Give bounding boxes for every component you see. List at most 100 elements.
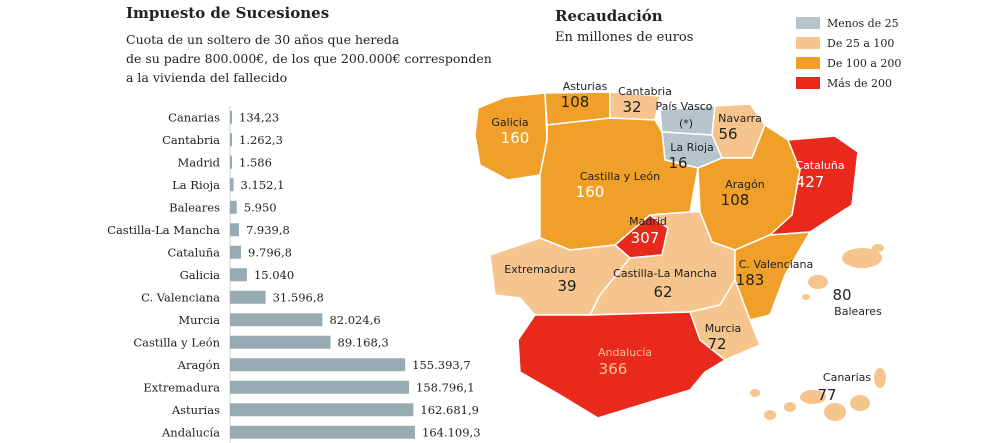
legend-item: Menos de 25	[796, 13, 901, 33]
region-value: 108	[721, 191, 750, 209]
bar	[230, 155, 232, 169]
region-value: 77	[817, 386, 836, 404]
bar	[230, 110, 232, 124]
region-name: Canarias	[823, 371, 871, 384]
bar-value-label: 82.024,6	[329, 313, 380, 327]
region-name: Madrid	[629, 215, 667, 228]
bar-chart: Canarias 134,23 Cantabria 1.262,3 Madrid 1.58…	[107, 106, 481, 443]
region-value: 32	[622, 98, 641, 116]
map-subtitle: En millones de euros	[555, 30, 694, 45]
region-name: C. Valenciana	[739, 258, 813, 271]
bar-value-label: 7.939,8	[246, 223, 290, 237]
bar	[230, 425, 415, 439]
region-value: 160	[501, 129, 530, 147]
subtitle-line: a la vivienda del fallecido	[126, 70, 288, 85]
canarias-island	[784, 402, 796, 412]
canarias-island	[874, 368, 886, 388]
legend-swatch	[796, 57, 820, 69]
legend-label: Menos de 25	[827, 16, 899, 30]
bar-value-label: 164.109,3	[422, 425, 481, 439]
canarias-island	[764, 410, 776, 420]
bar-value-label: 134,23	[239, 110, 279, 124]
legend-swatch	[796, 17, 820, 29]
region-value: 80	[832, 286, 851, 304]
legend-item: Más de 200	[796, 73, 901, 93]
baleares-island	[872, 244, 884, 252]
region-value: 160	[576, 183, 605, 201]
region-name: Cantabria	[618, 85, 672, 98]
legend-label: De 100 a 200	[827, 56, 902, 70]
region-andalucia	[517, 311, 726, 419]
bar-category-label: Andalucía	[161, 425, 220, 439]
region-name: País Vasco	[655, 100, 712, 113]
subtitle-line: de su padre 800.000€, de los que 200.000…	[126, 51, 492, 66]
region-name: Asturias	[563, 80, 608, 93]
bar-value-label: 31.596,8	[273, 290, 324, 304]
map-legend: Menos de 25 De 25 a 100 De 100 a 200 Más…	[796, 13, 901, 93]
region-value: 39	[557, 277, 576, 295]
region-value: 56	[718, 125, 737, 143]
region-value: 366	[599, 360, 628, 378]
bar-value-label: 15.040	[254, 268, 294, 282]
region-value: 62	[653, 283, 672, 301]
baleares-island	[842, 248, 882, 268]
bar-value-label: 162.681,9	[420, 403, 479, 417]
legend-label: Más de 200	[827, 76, 893, 90]
bar	[230, 358, 406, 372]
bar-category-label: Canarias	[168, 110, 220, 124]
bar-category-label: C. Valenciana	[141, 290, 220, 304]
bar-value-label: 1.262,3	[239, 133, 283, 147]
bar	[230, 178, 234, 192]
baleares-island	[802, 294, 810, 300]
bar-category-label: Murcia	[178, 313, 220, 327]
region-name: Extremadura	[504, 263, 576, 276]
bar-category-label: Galicia	[180, 268, 221, 282]
bar	[230, 380, 410, 394]
bar	[230, 313, 323, 327]
region-name: Aragón	[725, 178, 765, 191]
bar-category-label: Cataluña	[168, 245, 221, 259]
region-value: 108	[561, 93, 590, 111]
region-name: Andalucía	[598, 346, 652, 359]
bar	[230, 223, 239, 237]
bar	[230, 403, 414, 417]
region-name: Baleares	[834, 305, 882, 318]
region-value: 16	[668, 154, 687, 172]
legend-swatch	[796, 37, 820, 49]
bar-value-label: 158.796,1	[416, 380, 475, 394]
baleares-island	[808, 275, 828, 289]
canarias-island	[850, 395, 870, 411]
bar	[230, 268, 247, 282]
bar-value-label: 89.168,3	[338, 335, 389, 349]
region-value: (*)	[679, 117, 693, 130]
chart-subtitle: Cuota de un soltero de 30 años que hered…	[126, 30, 492, 87]
bar-category-label: Castilla y León	[133, 335, 220, 349]
bar	[230, 245, 242, 259]
region-name: Cataluña	[795, 159, 844, 172]
bar	[230, 200, 237, 214]
map-title: Recaudación	[555, 7, 663, 25]
region-value: 427	[796, 173, 825, 191]
legend-label: De 25 a 100	[827, 36, 895, 50]
bar-value-label: 9.796,8	[248, 245, 292, 259]
canarias-island	[800, 390, 826, 404]
region-value: 183	[736, 271, 765, 289]
bar	[230, 133, 232, 147]
region-name: Navarra	[718, 112, 762, 125]
region-name: Castilla y León	[580, 170, 660, 183]
subtitle-line: Cuota de un soltero de 30 años que hered…	[126, 32, 400, 47]
region-value: 307	[631, 229, 660, 247]
bar-value-label: 5.950	[244, 200, 277, 214]
bar-category-label: Cantabria	[162, 133, 220, 147]
bar-category-label: Madrid	[177, 155, 220, 169]
chart-title: Impuesto de Sucesiones	[126, 4, 330, 22]
legend-item: De 100 a 200	[796, 53, 901, 73]
region-value: 72	[707, 335, 726, 353]
bar-category-label: Baleares	[169, 200, 220, 214]
legend-swatch	[796, 77, 820, 89]
bar-category-label: Aragón	[177, 358, 221, 372]
bar-category-label: Asturias	[171, 403, 220, 417]
canarias-island	[750, 389, 760, 397]
bar-category-label: Extremadura	[143, 380, 220, 394]
